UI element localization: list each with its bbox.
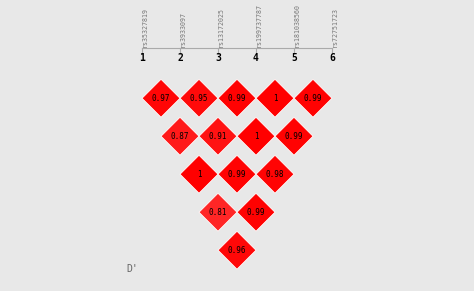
- Text: 1: 1: [139, 53, 145, 63]
- Polygon shape: [180, 79, 218, 117]
- Polygon shape: [199, 193, 237, 231]
- Polygon shape: [180, 155, 218, 193]
- Text: 2: 2: [177, 53, 183, 63]
- Text: 4: 4: [253, 53, 259, 63]
- Polygon shape: [199, 117, 237, 155]
- Polygon shape: [275, 117, 313, 155]
- Text: rs181038560: rs181038560: [294, 3, 300, 47]
- Text: 0.99: 0.99: [228, 94, 246, 103]
- Text: 0.98: 0.98: [266, 170, 284, 179]
- Text: 0.99: 0.99: [285, 132, 303, 141]
- Text: D': D': [127, 264, 138, 274]
- Text: 0.81: 0.81: [209, 208, 227, 217]
- Text: 0.99: 0.99: [247, 208, 265, 217]
- Text: rs72751723: rs72751723: [332, 7, 338, 47]
- Polygon shape: [256, 155, 294, 193]
- Text: 0.99: 0.99: [228, 170, 246, 179]
- Polygon shape: [142, 79, 180, 117]
- Text: 5: 5: [291, 53, 297, 63]
- Text: 1: 1: [197, 170, 201, 179]
- Polygon shape: [161, 117, 199, 155]
- Text: 0.91: 0.91: [209, 132, 227, 141]
- Text: 3: 3: [215, 53, 221, 63]
- Text: rs13172025: rs13172025: [218, 7, 224, 47]
- Polygon shape: [256, 79, 294, 117]
- Text: 1: 1: [273, 94, 277, 103]
- Text: 6: 6: [329, 53, 335, 63]
- Polygon shape: [237, 117, 275, 155]
- Text: 1: 1: [254, 132, 258, 141]
- Polygon shape: [237, 193, 275, 231]
- Text: 0.97: 0.97: [152, 94, 170, 103]
- Text: rs199737787: rs199737787: [256, 3, 262, 47]
- Polygon shape: [218, 79, 256, 117]
- Text: 0.96: 0.96: [228, 246, 246, 255]
- Polygon shape: [294, 79, 332, 117]
- Text: 0.99: 0.99: [304, 94, 322, 103]
- Text: rs35327819: rs35327819: [142, 7, 148, 47]
- Text: 0.87: 0.87: [171, 132, 189, 141]
- Text: rs3933097: rs3933097: [180, 11, 186, 47]
- Polygon shape: [218, 231, 256, 269]
- Text: 0.95: 0.95: [190, 94, 208, 103]
- Polygon shape: [218, 155, 256, 193]
